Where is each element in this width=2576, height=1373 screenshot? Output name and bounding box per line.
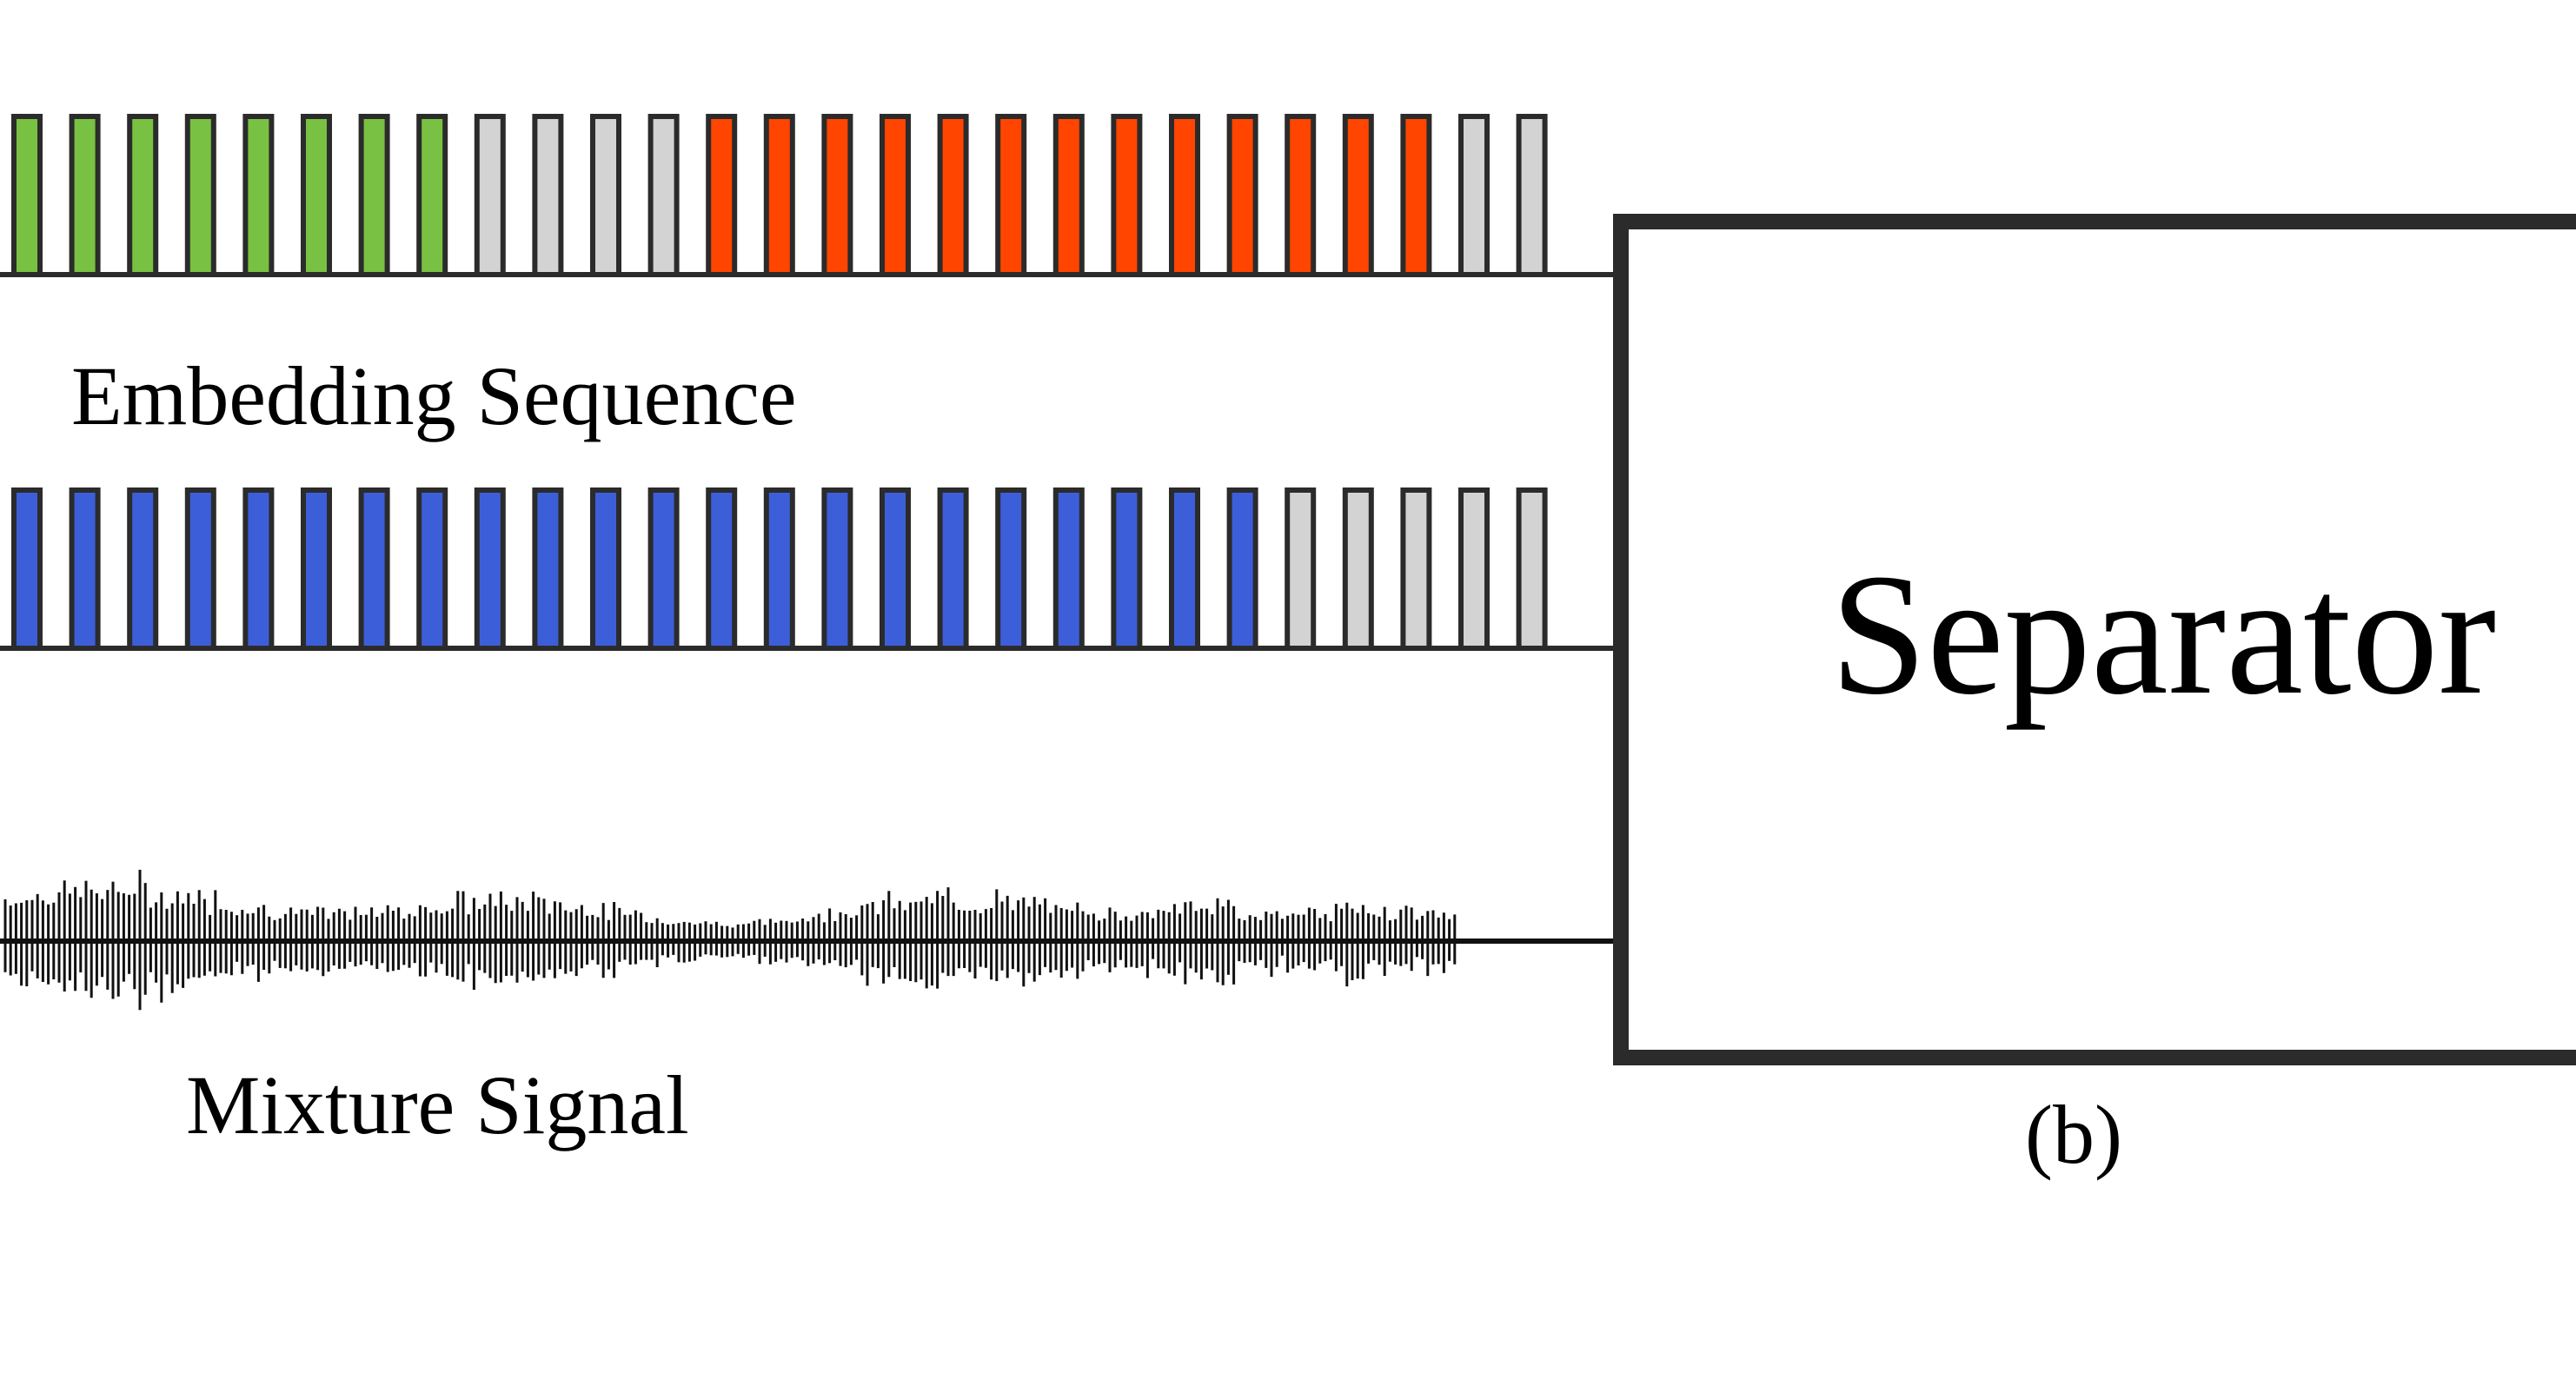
embedding-top-token-green <box>416 114 448 277</box>
embedding-top-token-red <box>1111 114 1143 277</box>
embedding-top-token-red <box>1226 114 1258 277</box>
embedding-top-token-red <box>1169 114 1200 277</box>
embedding-top-token-red <box>937 114 969 277</box>
separator-label: Separator <box>1829 539 2497 731</box>
embedding-bottom-token-blue <box>358 488 390 651</box>
embedding-top-token-green <box>127 114 159 277</box>
embedding-bottom-token-gray <box>1400 488 1432 651</box>
embedding-bottom-token-blue <box>474 488 506 651</box>
mixture-signal-label: Mixture Signal <box>186 1058 689 1151</box>
embedding-top-token-gray <box>1516 114 1548 277</box>
embedding-top-token-green <box>242 114 275 277</box>
embedding-top-token-gray <box>532 114 564 277</box>
embedding-top-token-green <box>301 114 332 277</box>
embedding-bottom-token-blue <box>242 488 275 651</box>
embedding-top-token-gray <box>1458 114 1490 277</box>
embedding-top-token-red <box>706 114 738 277</box>
embedding-top-token-gray <box>590 114 621 277</box>
embedding-top-token-red <box>995 114 1027 277</box>
embedding-bottom-token-blue <box>647 488 680 651</box>
embedding-top-token-green <box>184 114 216 277</box>
embedding-bottom-token-blue <box>590 488 621 651</box>
embedding-top-token-red <box>821 114 853 277</box>
embedding-top-token-gray <box>474 114 506 277</box>
embedding-top-token-red <box>1285 114 1317 277</box>
embedding-bottom-token-blue <box>706 488 738 651</box>
embedding-bottom-token-blue <box>763 488 795 651</box>
embedding-bottom-token-blue <box>1226 488 1258 651</box>
embedding-top-token-red <box>880 114 911 277</box>
panel-label: (b) <box>2025 1088 2122 1181</box>
embedding-top-token-gray <box>647 114 680 277</box>
embedding-bottom-token-blue <box>1169 488 1200 651</box>
embedding-top-token-red <box>1052 114 1085 277</box>
embedding-bottom-token-blue <box>127 488 159 651</box>
embedding-bottom-token-blue <box>937 488 969 651</box>
embedding-bottom-token-blue <box>1052 488 1085 651</box>
embedding-top-token-green <box>358 114 390 277</box>
embedding-top-token-green <box>69 114 101 277</box>
embedding-row-bottom <box>11 488 1548 651</box>
embedding-bottom-token-blue <box>1111 488 1143 651</box>
embedding-top-token-green <box>11 114 43 277</box>
embedding-top-token-red <box>1400 114 1432 277</box>
embedding-bottom-token-gray <box>1458 488 1490 651</box>
embedding-bottom-token-blue <box>301 488 332 651</box>
embedding-bottom-token-blue <box>184 488 216 651</box>
embedding-bottom-token-gray <box>1342 488 1374 651</box>
embedding-bottom-token-blue <box>416 488 448 651</box>
mixture-waveform <box>3 869 1457 1011</box>
embedding-bottom-token-blue <box>69 488 101 651</box>
embedding-bottom-token-gray <box>1516 488 1548 651</box>
embedding-top-token-red <box>763 114 795 277</box>
embedding-bottom-token-blue <box>11 488 43 651</box>
embedding-bottom-token-blue <box>532 488 564 651</box>
embedding-sequence-label: Embedding Sequence <box>71 349 797 442</box>
embedding-bottom-token-gray <box>1285 488 1317 651</box>
separator-block: Separator <box>1613 214 2576 1065</box>
embedding-top-token-red <box>1342 114 1374 277</box>
embedding-bottom-token-blue <box>880 488 911 651</box>
embedding-bottom-token-blue <box>995 488 1027 651</box>
embedding-bottom-token-blue <box>821 488 853 651</box>
embedding-row-top <box>11 114 1548 277</box>
